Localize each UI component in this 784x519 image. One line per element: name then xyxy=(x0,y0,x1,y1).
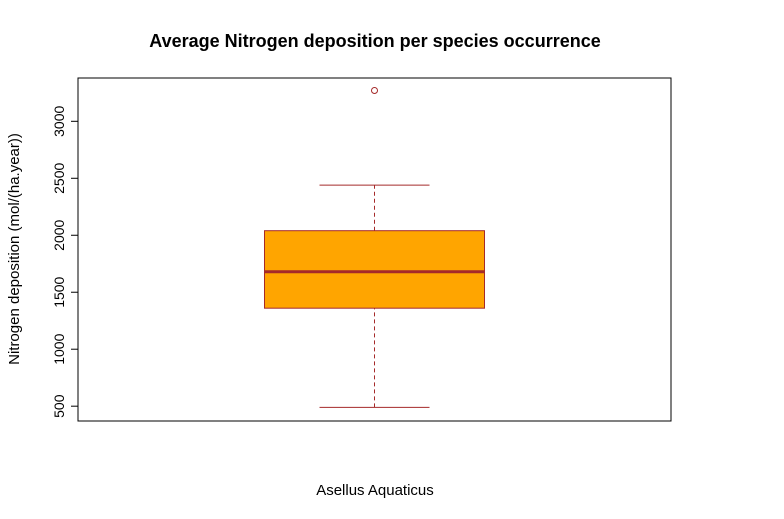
y-axis-label: Nitrogen deposition (mol/(ha.year)) xyxy=(6,133,23,365)
y-tick-label: 500 xyxy=(51,394,67,418)
y-tick-label: 3000 xyxy=(51,106,67,137)
outlier-point xyxy=(371,87,378,95)
chart-title: Average Nitrogen deposition per species … xyxy=(149,31,600,51)
outliers xyxy=(371,87,378,95)
y-tick-label: 1500 xyxy=(51,276,67,307)
interquartile-box xyxy=(264,230,485,309)
y-tick-label: 2000 xyxy=(51,219,67,250)
x-axis-label: Asellus Aquaticus xyxy=(316,482,434,499)
y-tick-label: 2500 xyxy=(51,162,67,193)
y-tick-label: 1000 xyxy=(51,333,67,364)
y-axis: 500 1000 1500 2000 2500 3000 xyxy=(51,106,79,418)
